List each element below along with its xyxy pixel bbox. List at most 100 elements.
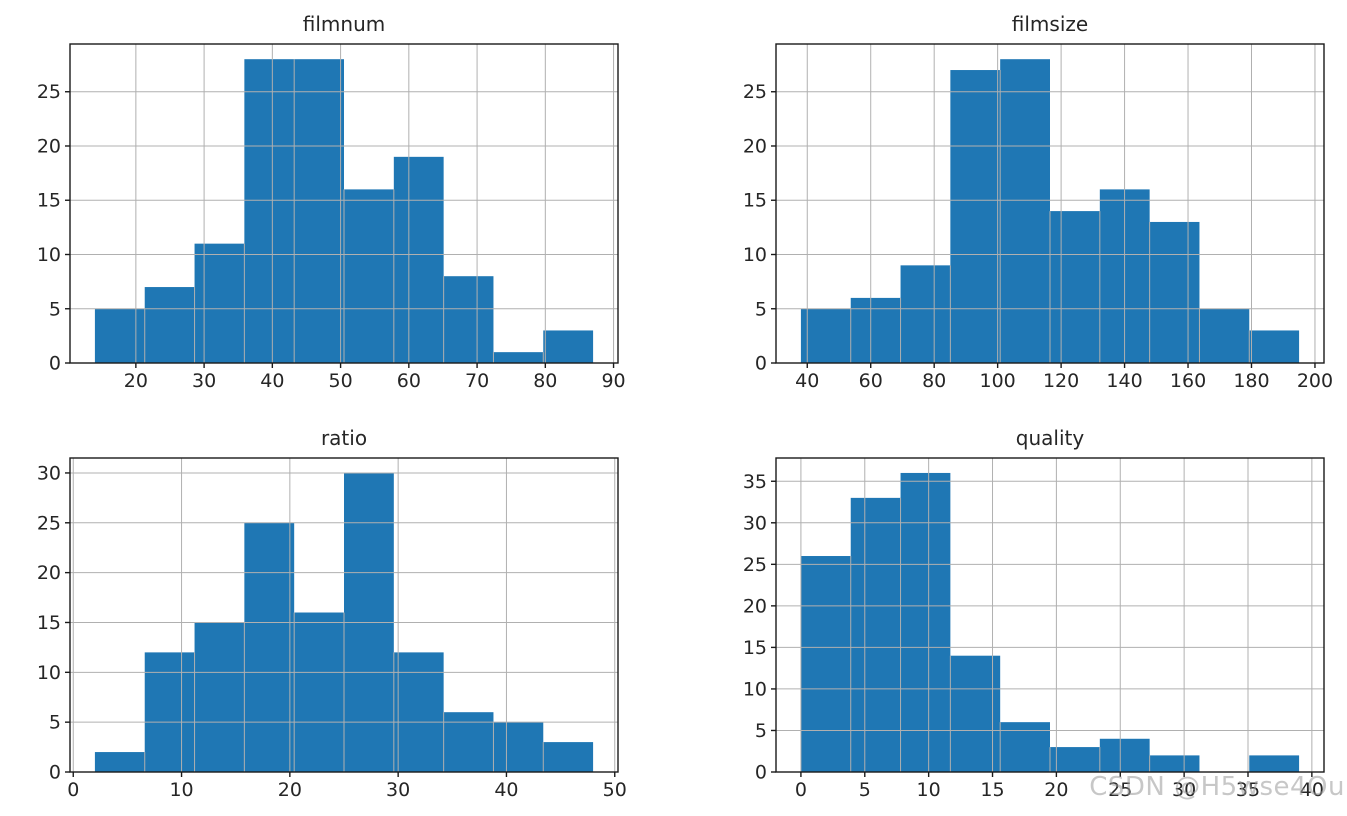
x-tick-label: 80 bbox=[533, 370, 557, 392]
y-tick-label: 0 bbox=[755, 353, 767, 375]
y-tick-label: 25 bbox=[743, 81, 767, 103]
histogram-bar bbox=[1249, 330, 1300, 363]
x-tick-label: 20 bbox=[278, 779, 302, 801]
tick-marks-and-labels: 0 10 20 30 40 50 0 5 10 15 20 25 30 bbox=[37, 462, 627, 801]
y-tick-label: 0 bbox=[49, 762, 61, 784]
histogram-bar bbox=[1149, 221, 1200, 363]
histogram-bar bbox=[850, 297, 901, 363]
tick-marks-and-labels: 40 60 80 100 120 140 160 180 200 0 5 10 15 20 25 bbox=[743, 81, 1333, 392]
x-tick-label: 10 bbox=[169, 779, 193, 801]
axes-spines bbox=[775, 457, 1325, 773]
histogram-quality: 0 5 10 15 20 25 30 35 40 0 5 10 15 20 25 30 35 quality bbox=[743, 426, 1325, 801]
histogram-bar bbox=[393, 156, 444, 363]
y-tick-label: 5 bbox=[49, 298, 61, 320]
histogram-bar bbox=[443, 276, 494, 363]
histogram-bar bbox=[1199, 308, 1250, 363]
x-tick-label: 10 bbox=[917, 779, 941, 801]
histogram-bar bbox=[244, 59, 295, 363]
x-tick-label: 0 bbox=[795, 779, 807, 801]
histogram-bar bbox=[850, 497, 901, 772]
x-tick-label: 40 bbox=[1300, 779, 1324, 801]
x-tick-label: 160 bbox=[1170, 370, 1206, 392]
histogram-bar bbox=[493, 722, 544, 772]
y-tick-label: 20 bbox=[37, 135, 61, 157]
x-tick-label: 80 bbox=[922, 370, 946, 392]
histogram-bar bbox=[194, 622, 245, 772]
y-tick-label: 10 bbox=[37, 662, 61, 684]
histogram-ratio: 0 10 20 30 40 50 0 5 10 15 20 25 30 ratio bbox=[37, 426, 627, 801]
histogram-bar bbox=[344, 189, 394, 363]
y-tick-label: 25 bbox=[37, 81, 61, 103]
y-tick-label: 30 bbox=[37, 462, 61, 484]
histogram-bar bbox=[900, 265, 951, 363]
histogram-bar bbox=[393, 652, 444, 772]
x-tick-label: 60 bbox=[859, 370, 883, 392]
x-tick-label: 140 bbox=[1106, 370, 1142, 392]
x-tick-label: 120 bbox=[1043, 370, 1079, 392]
histogram-bar bbox=[144, 287, 195, 363]
x-tick-label: 50 bbox=[328, 370, 352, 392]
chart-title: ratio bbox=[321, 426, 367, 450]
tick-marks-and-labels: 0 5 10 15 20 25 30 35 40 0 5 10 15 20 25 30 35 bbox=[743, 471, 1324, 801]
y-tick-label: 15 bbox=[37, 190, 61, 212]
histogram-bars bbox=[800, 472, 1300, 772]
tick-marks-and-labels: 20 30 40 50 60 70 80 90 0 5 10 15 20 25 bbox=[37, 81, 626, 392]
chart-title: filmsize bbox=[1012, 12, 1088, 36]
histogram-bar bbox=[294, 612, 344, 772]
chart-title: quality bbox=[1016, 426, 1085, 450]
histogram-bar bbox=[94, 308, 145, 363]
y-tick-label: 15 bbox=[743, 190, 767, 212]
y-tick-label: 5 bbox=[755, 298, 767, 320]
y-tick-label: 0 bbox=[49, 353, 61, 375]
y-tick-label: 25 bbox=[37, 512, 61, 534]
histogram-bars bbox=[94, 59, 594, 363]
y-tick-label: 30 bbox=[743, 512, 767, 534]
y-tick-label: 20 bbox=[743, 595, 767, 617]
histogram-bar bbox=[94, 752, 145, 772]
y-tick-label: 20 bbox=[743, 135, 767, 157]
chart-title: filmnum bbox=[303, 12, 385, 36]
y-tick-label: 10 bbox=[37, 244, 61, 266]
y-tick-label: 10 bbox=[743, 678, 767, 700]
x-tick-label: 40 bbox=[494, 779, 518, 801]
histogram-bar bbox=[950, 70, 1001, 363]
histogram-filmnum: 20 30 40 50 60 70 80 90 0 5 10 15 20 25 filmnum bbox=[37, 12, 626, 392]
histogram-filmsize: 40 60 80 100 120 140 160 180 200 0 5 10 15 20 25 filmsi… bbox=[743, 12, 1333, 392]
axes-spines bbox=[69, 43, 619, 364]
x-tick-label: 180 bbox=[1233, 370, 1269, 392]
y-tick-label: 0 bbox=[755, 762, 767, 784]
histogram-bar bbox=[543, 742, 594, 772]
y-tick-label: 25 bbox=[743, 554, 767, 576]
x-tick-label: 200 bbox=[1297, 370, 1333, 392]
histogram-bar bbox=[443, 712, 494, 772]
x-tick-label: 30 bbox=[192, 370, 216, 392]
histogram-bar bbox=[1050, 747, 1100, 772]
histogram-bar bbox=[900, 472, 951, 772]
histogram-bar bbox=[1000, 59, 1050, 363]
y-tick-label: 15 bbox=[743, 637, 767, 659]
x-tick-label: 0 bbox=[67, 779, 79, 801]
x-tick-label: 50 bbox=[603, 779, 627, 801]
histogram-bar bbox=[543, 330, 594, 363]
histogram-bar bbox=[1000, 722, 1050, 772]
histogram-bar bbox=[800, 308, 851, 363]
y-tick-label: 15 bbox=[37, 612, 61, 634]
x-tick-label: 70 bbox=[465, 370, 489, 392]
x-tick-label: 5 bbox=[859, 779, 871, 801]
x-tick-label: 15 bbox=[980, 779, 1004, 801]
histogram-bar bbox=[1050, 211, 1100, 363]
histogram-bar bbox=[950, 655, 1001, 772]
x-tick-label: 40 bbox=[795, 370, 819, 392]
x-tick-label: 20 bbox=[124, 370, 148, 392]
histogram-bar bbox=[1249, 755, 1300, 772]
x-tick-label: 90 bbox=[601, 370, 625, 392]
histogram-bar bbox=[493, 352, 544, 363]
y-tick-label: 10 bbox=[743, 244, 767, 266]
histogram-bar bbox=[294, 59, 344, 363]
y-tick-label: 5 bbox=[755, 720, 767, 742]
y-tick-label: 5 bbox=[49, 712, 61, 734]
x-tick-label: 35 bbox=[1236, 779, 1260, 801]
x-tick-label: 20 bbox=[1044, 779, 1068, 801]
x-tick-label: 25 bbox=[1108, 779, 1132, 801]
